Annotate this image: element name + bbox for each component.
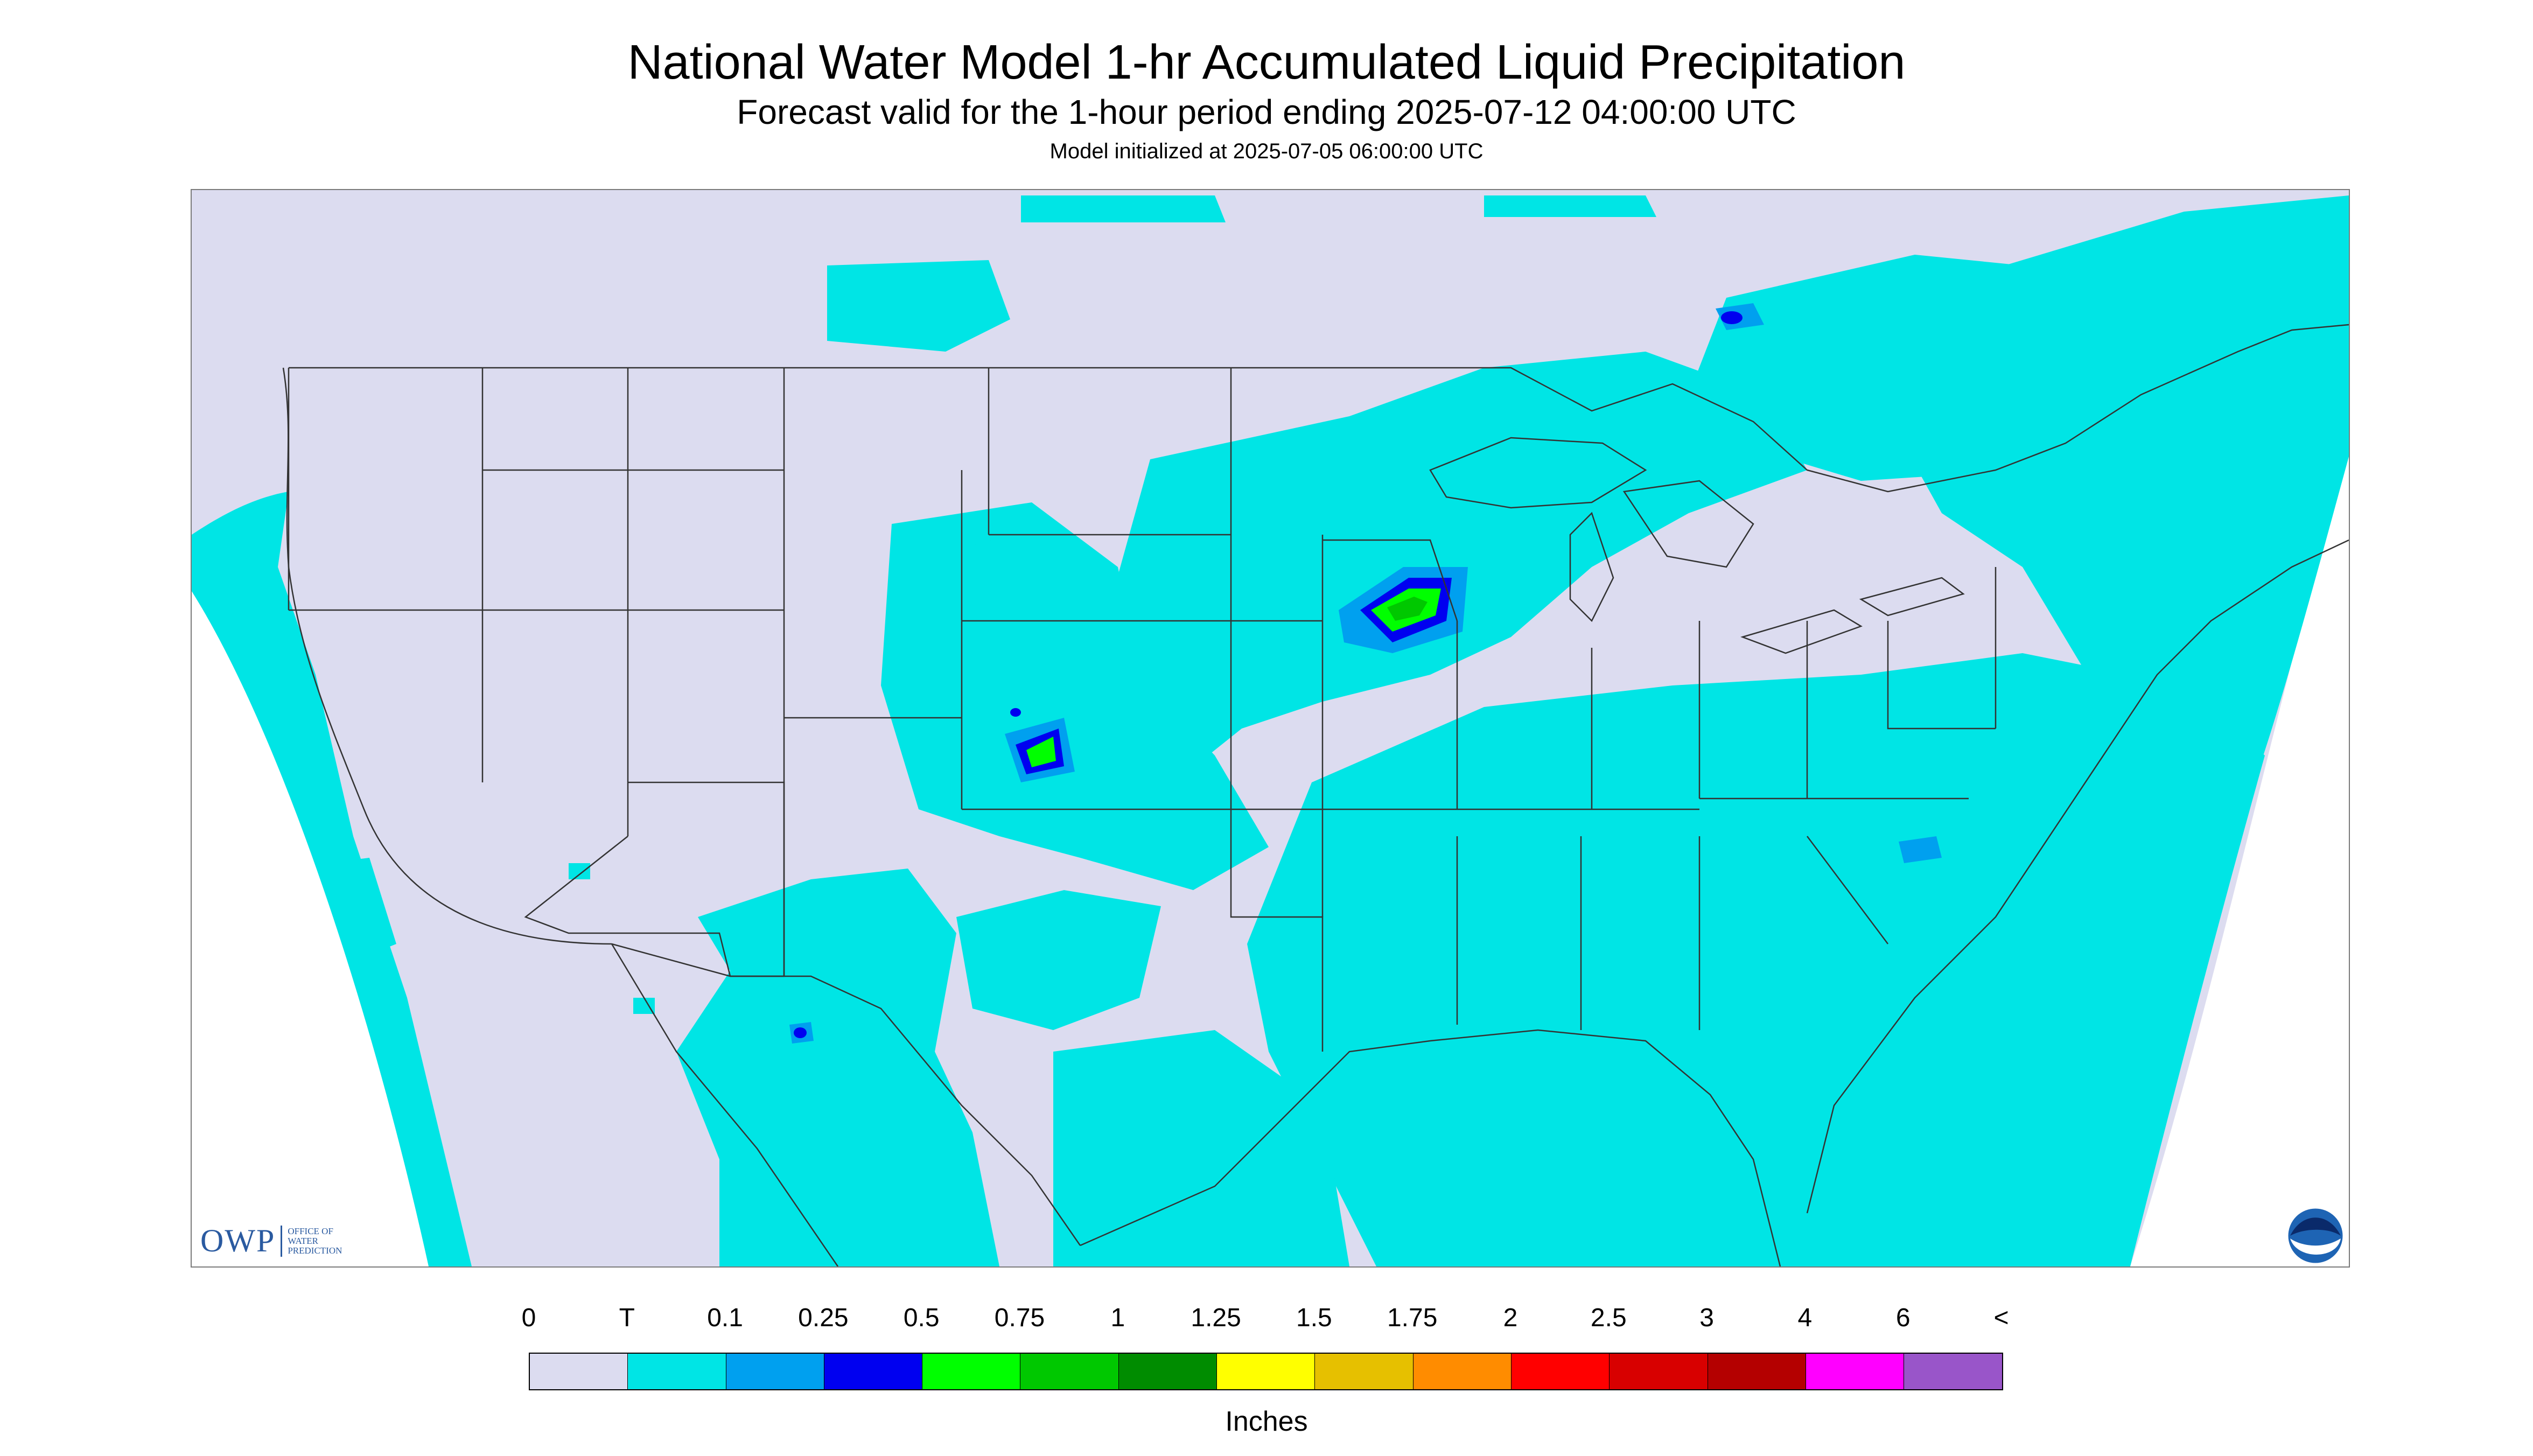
legend-swatch xyxy=(1806,1354,1905,1389)
page-title: National Water Model 1-hr Accumulated Li… xyxy=(627,36,1906,89)
legend-tick-label: 2 xyxy=(1503,1304,1518,1332)
owp-logo-mark: OWP xyxy=(200,1223,276,1258)
legend-color-bar xyxy=(529,1353,2004,1390)
precipitation-map xyxy=(191,189,2350,1268)
legend-tick-label: 6 xyxy=(1895,1304,1911,1332)
legend-swatch xyxy=(726,1354,824,1389)
legend-tick-label: 0.1 xyxy=(707,1304,743,1332)
legend-tick-label: 0.75 xyxy=(994,1304,1045,1332)
owp-logo-line-2: WATER xyxy=(288,1235,319,1246)
owp-logo-line-1: OFFICE OF xyxy=(288,1226,333,1236)
owp-logo-text: OFFICE OF WATER PREDICTION xyxy=(288,1226,342,1256)
political-boundaries xyxy=(282,324,2349,1266)
owp-logo: OWP OFFICE OF WATER PREDICTION xyxy=(200,1222,342,1259)
legend-tick-label: 0 xyxy=(521,1304,536,1332)
heavier-precip-areas xyxy=(1387,597,1428,621)
legend-tick-label: < xyxy=(1993,1304,2009,1332)
legend-swatch xyxy=(628,1354,726,1389)
model-init-line: Model initialized at 2025-07-05 06:00:00… xyxy=(1049,139,1484,163)
legend-units: Inches xyxy=(1225,1406,1308,1437)
owp-logo-line-3: PREDICTION xyxy=(288,1245,342,1256)
legend-swatch xyxy=(1020,1354,1119,1389)
legend-tick-label: 4 xyxy=(1797,1304,1813,1332)
legend-tick-label: 1.25 xyxy=(1191,1304,1241,1332)
trace-precip-areas xyxy=(192,195,2349,1266)
legend-tick-label: 3 xyxy=(1699,1304,1714,1332)
legend-swatch xyxy=(1511,1354,1610,1389)
legend-swatch xyxy=(1217,1354,1316,1389)
legend-tick-label: 1.75 xyxy=(1387,1304,1438,1332)
legend-tick-label: 1.5 xyxy=(1296,1304,1332,1332)
legend-tick-label: 2.5 xyxy=(1590,1304,1627,1332)
legend-swatch xyxy=(1118,1354,1217,1389)
legend-swatch xyxy=(1708,1354,1806,1389)
owp-logo-separator xyxy=(281,1225,283,1257)
legend-swatch xyxy=(1904,1354,2003,1389)
legend-swatch xyxy=(922,1354,1021,1389)
legend-tick-label: 0.25 xyxy=(798,1304,849,1332)
legend-swatch xyxy=(530,1354,628,1389)
legend-swatch xyxy=(1610,1354,1708,1389)
legend-tick-label: 0.5 xyxy=(903,1304,940,1332)
legend-tick-label: 1 xyxy=(1110,1304,1125,1332)
legend-swatch xyxy=(1413,1354,1512,1389)
legend-tick-labels: 0 T 0.1 0.25 0.5 0.75 1 1.25 1.5 1.75 2 2.5 3 4 6 < xyxy=(0,1303,2533,1335)
legend-swatch xyxy=(824,1354,923,1389)
forecast-valid-subtitle: Forecast valid for the 1-hour period end… xyxy=(737,93,1796,131)
legend-tick-label: T xyxy=(619,1304,635,1332)
map-svg xyxy=(192,190,2349,1266)
legend-swatch xyxy=(1315,1354,1414,1389)
noaa-logo xyxy=(2286,1207,2345,1265)
